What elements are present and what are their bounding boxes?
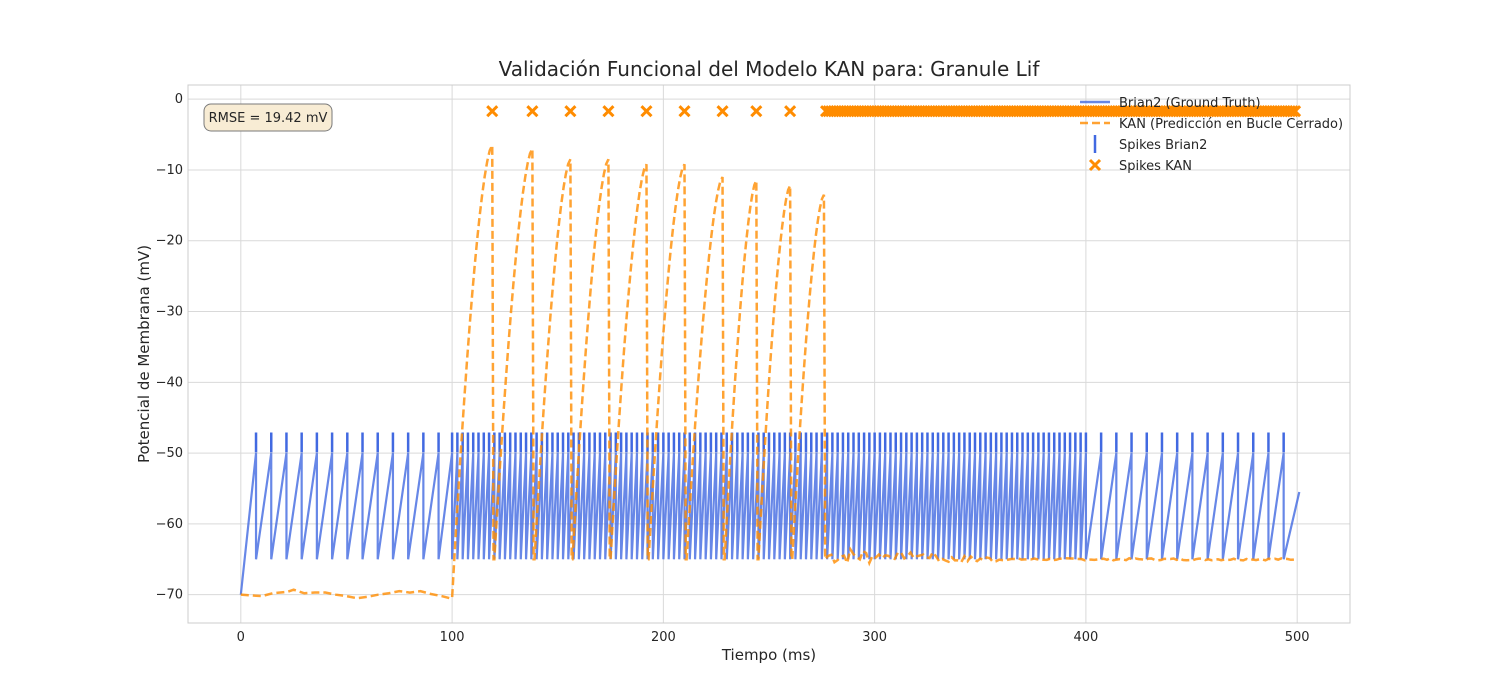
legend-spikes-kan-label: Spikes KAN (1119, 159, 1192, 174)
kan-spike-marker (526, 105, 539, 118)
kan-spike-marker (486, 105, 499, 118)
kan-spike-marker (602, 105, 615, 118)
kan-spike-marker (1286, 105, 1299, 118)
plot-frame (187, 84, 1351, 624)
rmse-annotation: RMSE = 19.42 mV (203, 103, 333, 132)
y-tick-label: −40 (156, 375, 183, 390)
rmse-box (203, 103, 333, 132)
legend-spikes-brian2-label: Spikes Brian2 (1119, 138, 1207, 153)
kan-trace (240, 144, 1298, 600)
legend-brian2-label: Brian2 (Ground Truth) (1119, 96, 1261, 111)
legend-kan-label: KAN (Predicción en Bucle Cerrado) (1119, 117, 1343, 132)
kan-spike-marker (716, 105, 729, 118)
y-tick-label: −70 (156, 588, 183, 603)
legend: Brian2 (Ground Truth) KAN (Predicción en… (1080, 96, 1343, 174)
kan-spike-marker (1289, 105, 1302, 118)
x-axis-ticks: 0 100 200 300 400 500 (237, 630, 1310, 645)
legend-spikes-kan-marker (1088, 158, 1102, 172)
kan-spike-marker (564, 105, 577, 118)
plot-data-area (239, 105, 1302, 600)
kan-spike-marker (750, 105, 763, 118)
y-axis-label: Potencial de Membrana (mV) (135, 245, 153, 463)
y-tick-label: 0 (175, 92, 183, 107)
kan-spike-marker (640, 105, 653, 118)
y-tick-label: −50 (156, 446, 183, 461)
y-axis-ticks: 0 −10 −20 −30 −40 −50 −60 −70 (156, 92, 183, 603)
x-tick-label: 0 (237, 630, 245, 645)
y-tick-label: −30 (156, 305, 183, 320)
brian2-trace (239, 452, 1301, 595)
y-tick-label: −20 (156, 234, 183, 249)
x-tick-label: 100 (440, 630, 465, 645)
brian2-series (239, 452, 1301, 595)
kan-spike-markers (486, 105, 1302, 118)
x-tick-label: 500 (1285, 630, 1310, 645)
rmse-label: RMSE = 19.42 mV (209, 111, 328, 126)
x-axis-label: Tiempo (ms) (721, 646, 816, 664)
x-tick-label: 400 (1073, 630, 1098, 645)
chart-title: Validación Funcional del Modelo KAN para… (499, 57, 1041, 81)
x-tick-label: 300 (862, 630, 887, 645)
kan-spike-marker (784, 105, 797, 118)
y-tick-label: −10 (156, 163, 183, 178)
x-tick-label: 200 (651, 630, 676, 645)
y-tick-label: −60 (156, 517, 183, 532)
kan-spike-marker (678, 105, 691, 118)
brian2-spike-markers (254, 432, 1285, 453)
kan-series (240, 144, 1298, 600)
